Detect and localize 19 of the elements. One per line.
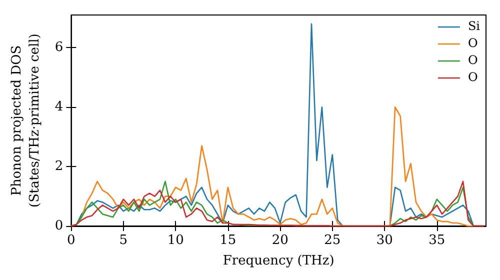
x-tick-label: 0 [67,233,76,248]
x-tick-label: 35 [428,233,446,248]
y-tick-label: 0 [54,218,64,234]
legend-label: O [468,53,478,67]
line-series [70,180,485,227]
x-tick-label: 20 [272,233,288,248]
legend-label: Si [468,19,480,33]
x-tick-label: 15 [220,233,236,248]
legend-label: O [468,70,478,84]
x-tick-label: 30 [376,233,393,248]
y-axis-title: Phonon projected DOS (States/THz·primitive cell) [10,33,42,208]
x-tick-label: 5 [119,233,128,248]
x-tick-label: 10 [167,233,184,248]
x-axis-title: Frequency (THz) [222,254,334,268]
y-tick-label: 2 [54,159,64,174]
y-tick-label: 4 [54,100,64,115]
x-tick-label: 25 [324,233,341,248]
legend-label: O [468,36,478,50]
y-tick-label: 6 [54,40,64,56]
